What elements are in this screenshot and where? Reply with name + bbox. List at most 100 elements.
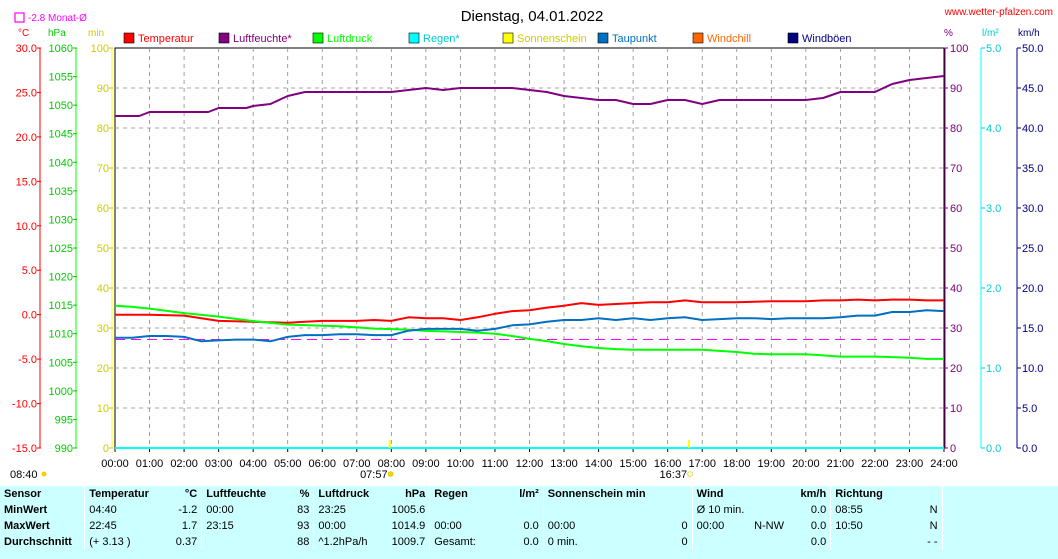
humidity-axis-tick-label: 40 [950,283,962,295]
legend-swatch [408,32,420,44]
series-group [114,75,945,449]
minutes-axis-tick-label: 40 [97,283,109,295]
temp-max-time: 22:45 [84,518,157,534]
rain-total-val: 0.0 [523,536,539,548]
legend-label: Windböen [802,33,852,45]
legend-label: Luftfeuchte* [233,33,292,45]
site-link[interactable]: www.wetter-pfalzen.com [944,7,1053,18]
pressure-axis-tick-label: 1010 [49,329,73,341]
wind-max-c: 0.0 [810,520,827,532]
hdr-wind: Wind [691,486,747,502]
legend-swatch [218,32,230,44]
x-tick-label: 22:00 [861,458,889,470]
legend-label: Sonnenschein [517,33,587,45]
pressure-axis-tick-label: 1040 [49,157,73,169]
series-line [115,309,945,343]
humidity-axis-tick-label: 50 [950,243,962,255]
temp-axis-tick-label: 30.0 [16,43,37,55]
wind-axis-tick-label: 25.0 [1022,243,1043,255]
temp-axis-tick-label: -10.0 [12,399,37,411]
hdr-hum: Luftfeuchte [201,486,271,502]
x-tick-label: 02:00 [170,458,198,470]
hum-avg-blank [201,534,271,550]
wind-axis-tick-label: 50.0 [1022,43,1043,55]
sunset-label: 16:37 [660,469,688,481]
x-tick-label: 01:00 [136,458,164,470]
hdr-sun: Sonnenschein min [542,486,650,502]
pressure-axis-tick-label: 1055 [49,72,73,84]
pressure-axis-tick-label: 1025 [49,243,73,255]
temp-axis-tick-label: -5.0 [18,354,37,366]
wind-axis-tick-label: 0.0 [1022,443,1037,455]
wind-axis-tick-label: 40.0 [1022,123,1043,135]
pressure-axis-tick-label: 1050 [49,100,73,112]
minutes-axis-tick-label: 80 [97,123,109,135]
rain-max-a: 00:00 [429,518,496,534]
legend-label: Windchill [707,33,751,45]
month-avg-swatch [14,12,25,23]
grid [115,48,944,448]
unit-temp: °C [18,28,29,39]
rain-total-label: Gesamt: [429,534,496,550]
sun-max-b: 0 [681,520,688,532]
hum-min-val: 83 [297,504,310,516]
minutes-axis-tick-label: 0 [103,443,109,455]
stats-header-row: Sensor Temperatur °C Luftfeuchte % Luftd… [0,486,1058,502]
x-tick-label: 23:00 [896,458,924,470]
stats-row-avg: Durchschnitt (+ 3.13 ) 0.37 88 ^1.2hPa/h… [0,534,1058,550]
x-tick-label: 09:00 [412,458,440,470]
hdr-sensor: Sensor [4,488,42,500]
temp-avg-val: 0.37 [175,536,198,548]
unit-minutes: min [88,28,104,39]
x-tick-label: 14:00 [585,458,613,470]
row-label: MaxWert [4,520,50,532]
press-max-time: 00:00 [313,518,381,534]
dir-max-a: 10:50 [830,518,893,534]
legend-swatch [312,32,324,44]
sun-max-a: 00:00 [542,518,650,534]
legend: Temperatur Luftfeuchte* Luftdruck Regen* Son… [123,32,852,45]
hdr-hum-unit: % [299,488,310,500]
wind-axis-tick-label: 15.0 [1022,323,1043,335]
humidity-axis-tick-label: 0 [950,443,956,455]
wind-avg-a [691,534,789,550]
hum-min-time: 00:00 [201,502,271,518]
minutes-axis-tick-label: 50 [97,243,109,255]
x-tick-label: 13:00 [550,458,578,470]
unit-percent: % [944,28,953,39]
sun-min-b [650,502,693,518]
humidity-axis-tick-label: 70 [950,163,962,175]
temp-axis-tick-label: 15.0 [16,176,37,188]
humidity-axis-tick-label: 10 [950,403,962,415]
rain-axis-tick-label: 2.0 [986,283,1001,295]
minutes-axis-tick-label: 30 [97,323,109,335]
hdr-temp: Temperatur [84,486,157,502]
stats-panel: Sensor Temperatur °C Luftfeuchte % Luftd… [0,486,1058,559]
minutes-axis-tick-label: 100 [91,43,109,55]
humidity-axis-tick-label: 20 [950,363,962,375]
sunset-dot [687,471,693,477]
minutes-axis-tick-label: 20 [97,363,109,375]
legend-swatch [692,32,704,44]
x-tick-label: 17:00 [688,458,716,470]
temp-max-val: 1.7 [181,520,198,532]
legend-swatch [502,32,514,44]
hdr-press-unit: hPa [405,488,426,500]
axis-ticks: 30.0 25.0 20.0 15.0 10.0 5.0 0.0 -5.0 -10.0 -15.0… [12,43,1044,470]
rain-axis-tick-label: 0.0 [986,443,1001,455]
x-tick-label: 06:00 [308,458,336,470]
x-tick-label: 21:00 [827,458,855,470]
pressure-axis-tick-label: 1020 [49,272,73,284]
legend-label: Taupunkt [612,33,657,45]
series-line [114,304,944,360]
temp-axis-tick-label: 5.0 [22,265,37,277]
hdr-rain: Regen [429,486,496,502]
dir-avg-a [830,534,893,550]
month-avg-label: -2.8 Monat-Ø [28,13,87,24]
temp-min-val: -1.2 [178,504,198,516]
x-tick-label: 12:00 [516,458,544,470]
press-min-time: 23:25 [313,502,381,518]
press-min-val: 1005.6 [391,504,426,516]
legend-swatch [787,32,799,44]
dir-max-b: N [929,520,938,532]
